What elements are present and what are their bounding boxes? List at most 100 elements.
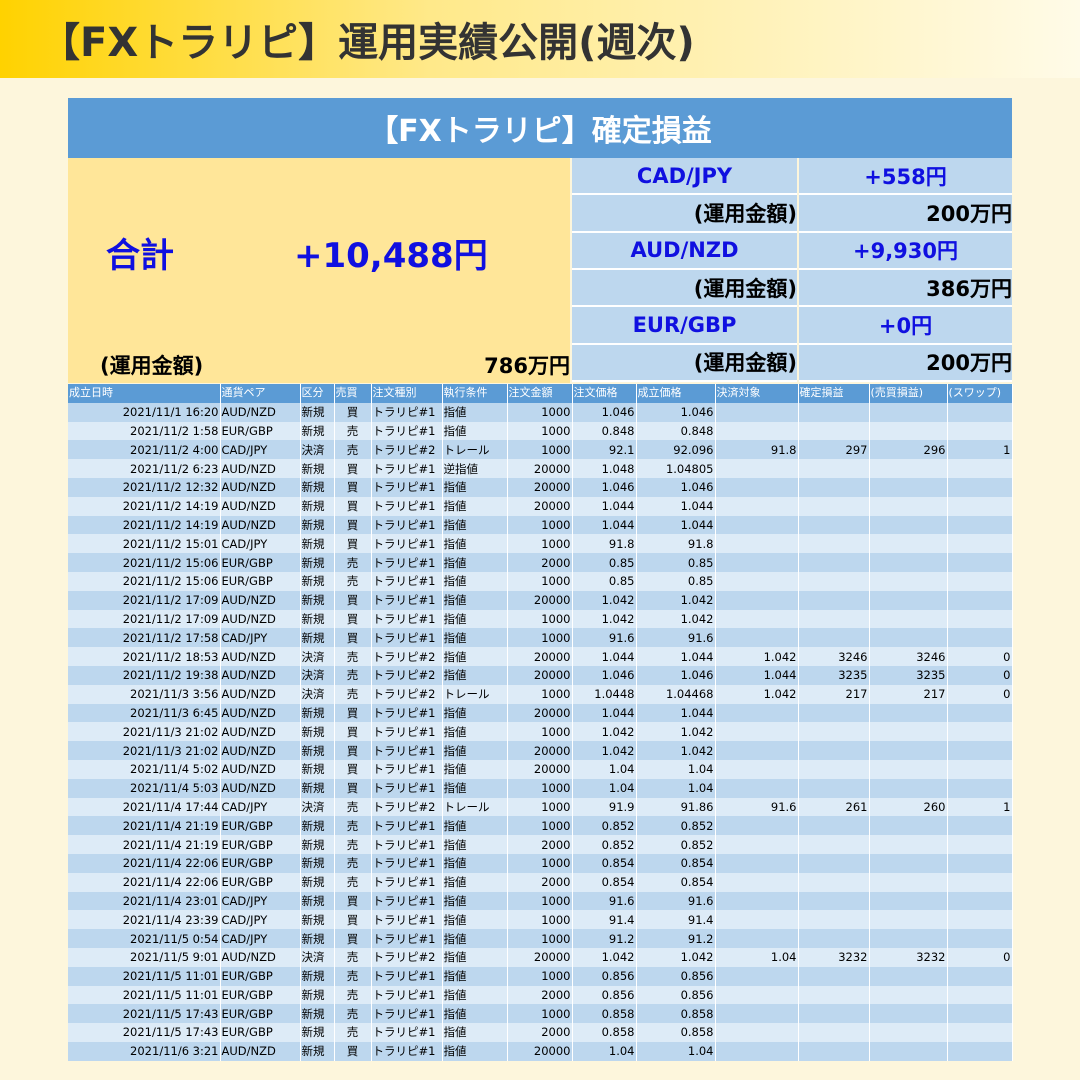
table-cell: CAD/JPY — [220, 797, 301, 817]
table-cell: 1.0448 — [572, 684, 637, 704]
table-cell: 2021/11/4 21:19 — [68, 835, 221, 854]
table-cell — [715, 515, 799, 535]
table-cell: トラリピ#1 — [371, 910, 443, 930]
table-cell — [798, 759, 870, 779]
table-cell — [798, 1004, 870, 1024]
table-cell — [798, 703, 870, 723]
table-cell — [715, 402, 799, 422]
table-cell — [715, 966, 799, 986]
table-cell: 91.4 — [636, 910, 716, 930]
table-cell: 296 — [869, 440, 948, 460]
table-cell — [798, 590, 870, 610]
table-cell: 新規 — [300, 835, 335, 854]
table-cell: 1000 — [507, 628, 573, 648]
table-cell: 2021/11/4 17:44 — [68, 797, 221, 817]
pair-name: EUR/GBP — [572, 307, 797, 345]
table-cell: 0 — [947, 684, 1013, 704]
table-cell: 1.046 — [636, 402, 716, 422]
table-cell: 1000 — [507, 421, 573, 441]
table-cell — [715, 872, 799, 892]
table-cell: 91.9 — [572, 797, 637, 817]
table-cell: トラリピ#2 — [371, 797, 443, 817]
table-cell — [715, 853, 799, 873]
table-cell: トラリピ#1 — [371, 1004, 443, 1024]
table-cell: 指値 — [442, 722, 508, 742]
table-cell — [947, 1023, 1013, 1042]
table-cell: EUR/GBP — [220, 835, 301, 854]
table-cell: トラリピ#1 — [371, 759, 443, 779]
table-cell: 3246 — [869, 647, 948, 666]
table-cell: 売 — [334, 421, 372, 441]
table-cell: 新規 — [300, 459, 335, 478]
table-cell: 2021/11/2 1:58 — [68, 421, 221, 441]
table-cell — [715, 985, 799, 1005]
table-cell: 2021/11/2 15:06 — [68, 571, 221, 591]
pair-capital: 200万円 — [799, 344, 1012, 382]
table-cell: 買 — [334, 759, 372, 779]
table-cell: 91.86 — [636, 797, 716, 817]
table-cell: 2021/11/3 6:45 — [68, 703, 221, 723]
table-cell — [947, 515, 1013, 535]
column-header: 確定損益 — [798, 384, 870, 403]
table-cell: 0.858 — [636, 1004, 716, 1024]
table-cell: 1.04468 — [636, 684, 716, 704]
table-cell: 2021/11/2 17:09 — [68, 609, 221, 629]
table-cell — [715, 609, 799, 629]
table-cell: AUD/NZD — [220, 477, 301, 497]
table-cell: 新規 — [300, 891, 335, 911]
table-row: 2021/11/3 21:02 AUD/NZD 新規買トラリピ#1 指値 1000 1.0… — [68, 722, 1013, 742]
table-cell: 指値 — [442, 496, 508, 516]
table-cell — [798, 891, 870, 911]
table-cell — [869, 628, 948, 648]
table-cell: 指値 — [442, 553, 508, 572]
capital-value: 786万円 — [484, 354, 570, 378]
table-cell: 新規 — [300, 402, 335, 422]
table-cell: 20000 — [507, 947, 573, 967]
table-cell — [947, 816, 1013, 836]
table-cell: 0.85 — [636, 553, 716, 572]
table-cell: 1.042 — [636, 722, 716, 742]
table-cell: 2021/11/2 6:23 — [68, 459, 221, 478]
table-cell — [947, 1041, 1013, 1061]
table-cell: AUD/NZD — [220, 647, 301, 666]
table-cell — [947, 759, 1013, 779]
table-cell: 0.848 — [636, 421, 716, 441]
table-cell: 売 — [334, 985, 372, 1005]
table-cell: 91.2 — [572, 929, 637, 948]
table-cell: 91.6 — [636, 891, 716, 911]
table-cell — [798, 966, 870, 986]
table-cell: 0.852 — [636, 816, 716, 836]
column-header: 執行条件 — [442, 384, 508, 403]
table-cell: トラリピ#1 — [371, 778, 443, 798]
table-cell: トラリピ#1 — [371, 966, 443, 986]
table-cell: EUR/GBP — [220, 1004, 301, 1024]
table-cell: 売 — [334, 816, 372, 836]
table-cell: 2021/11/4 22:06 — [68, 872, 221, 892]
table-row: 2021/11/4 17:44 CAD/JPY 決済売トラリピ#2 トレール 1000 9… — [68, 797, 1013, 817]
table-cell — [798, 816, 870, 836]
table-cell — [798, 402, 870, 422]
table-cell: 0.856 — [572, 966, 637, 986]
table-cell: 指値 — [442, 891, 508, 911]
table-cell: 0.852 — [572, 816, 637, 836]
table-cell: 20000 — [507, 703, 573, 723]
table-cell: 0.856 — [636, 966, 716, 986]
table-cell — [715, 496, 799, 516]
table-cell: トラリピ#1 — [371, 835, 443, 854]
table-cell: 1000 — [507, 515, 573, 535]
table-cell: 新規 — [300, 609, 335, 629]
table-cell: 1.04 — [636, 759, 716, 779]
table-cell: 1000 — [507, 571, 573, 591]
table-cell — [869, 778, 948, 798]
table-cell: 新規 — [300, 496, 335, 516]
table-cell: トラリピ#1 — [371, 571, 443, 591]
table-cell: 買 — [334, 477, 372, 497]
table-cell: 1000 — [507, 684, 573, 704]
table-row: 2021/11/3 21:02 AUD/NZD 新規買トラリピ#1 指値 20000 1.… — [68, 741, 1013, 760]
table-row: 2021/11/5 9:01 AUD/NZD 決済売トラリピ#2 指値 20000 1.0… — [68, 947, 1013, 967]
table-cell: トラリピ#1 — [371, 741, 443, 760]
header-row: 成立日時 通貨ペア 区分 売買 注文種別 執行条件 注文金額 注文価格 成立価格 決済対象 確定損益… — [68, 384, 1013, 403]
table-cell: トラリピ#2 — [371, 665, 443, 685]
table-cell: 2021/11/6 3:21 — [68, 1041, 221, 1061]
table-cell — [947, 609, 1013, 629]
